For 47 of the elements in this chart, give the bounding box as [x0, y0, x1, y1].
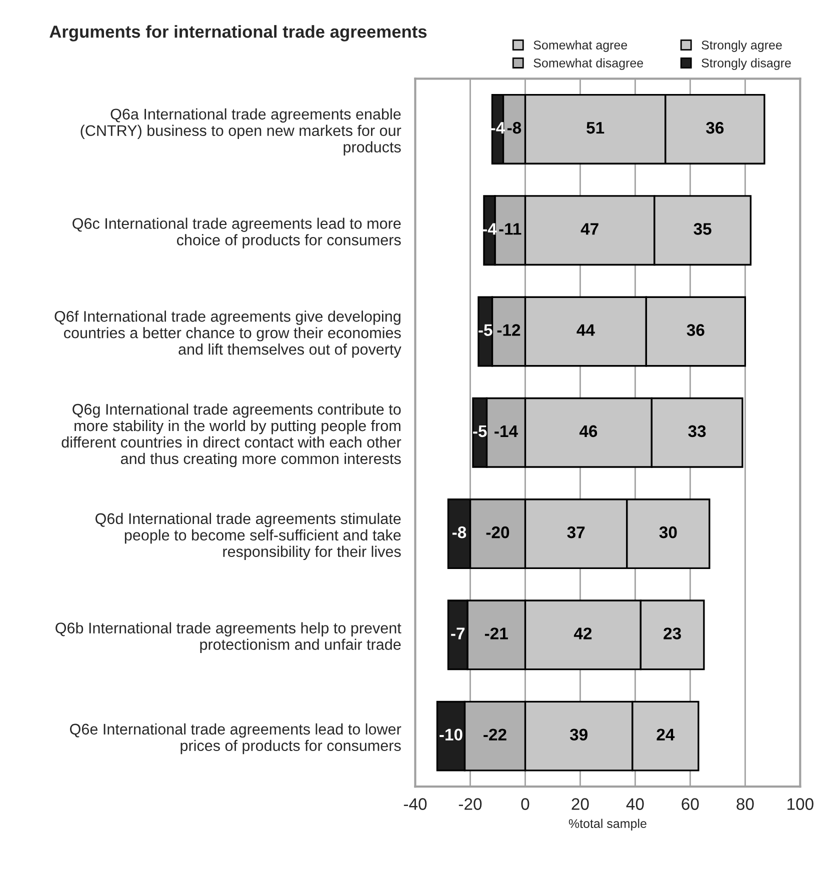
x-axis-title: %total sample — [568, 818, 646, 830]
data-label: 36 — [706, 122, 724, 134]
data-label: -5 — [478, 324, 492, 336]
data-label: 37 — [567, 526, 585, 538]
data-label: 30 — [659, 526, 677, 538]
x-tick-label: 100 — [788, 798, 814, 810]
legend-label: Strongly agree — [702, 40, 782, 52]
y-tick-label: Q6g International trade agreements contribute to more stability in the world by putting people from different countries in direct contact with each other and thus creating more common interests — [62, 404, 402, 468]
data-label: -7 — [451, 628, 465, 640]
legend-label: Strongly disagre — [702, 58, 791, 70]
data-label: -5 — [473, 425, 487, 438]
x-tick-label: -20 — [458, 798, 482, 810]
data-label: 23 — [664, 628, 681, 640]
y-tick-label: Q6b International trade agreements help to prevent protectionism and unfair trade — [56, 622, 402, 653]
data-label: 39 — [570, 728, 588, 741]
x-tick-label: 80 — [736, 798, 754, 810]
data-label: -22 — [484, 728, 506, 740]
data-label: 36 — [686, 324, 704, 336]
data-label: 46 — [579, 425, 598, 438]
x-tick-label: 60 — [682, 798, 699, 810]
data-label: -8 — [452, 526, 466, 538]
x-tick-label: 40 — [626, 798, 644, 810]
data-label: 42 — [574, 628, 592, 640]
data-label: -10 — [440, 728, 462, 741]
y-tick-label: Q6a International trade agreements enable (CNTRY) business to open new markets for our products — [80, 108, 402, 156]
data-label: 35 — [694, 223, 712, 235]
data-label: -20 — [486, 526, 510, 538]
text: Arguments for international trade agreements — [50, 25, 427, 42]
data-label: -11 — [499, 223, 522, 235]
y-tick-label: Q6f International trade agreements give developing countries a better chance to grow their economies and lift themselves out of poverty — [54, 310, 402, 358]
data-label: 51 — [586, 122, 604, 134]
data-label: 47 — [580, 223, 598, 235]
legend-label: Somewhat agree — [534, 40, 628, 52]
data-label: 33 — [688, 425, 706, 438]
legend-label: Somewhat disagree — [534, 58, 644, 70]
data-label: -14 — [494, 425, 518, 437]
data-label: -12 — [497, 324, 520, 336]
data-label: -8 — [507, 122, 522, 134]
data-label: 24 — [656, 728, 675, 740]
x-tick-label: 20 — [572, 798, 589, 810]
y-tick-label: Q6d International trade agreements stimulate people to become self-sufficient and take responsibility for their lives — [96, 512, 401, 560]
x-tick-label: 0 — [521, 798, 530, 810]
y-tick-label: Q6c International trade agreements lead to more choice of products for consumers — [72, 218, 401, 248]
data-label: -21 — [484, 628, 508, 640]
y-tick-label: Q6e International trade agreements lead to lower prices of products for consumers — [70, 723, 402, 754]
data-label: 44 — [576, 324, 595, 336]
x-tick-label: -40 — [404, 798, 427, 810]
